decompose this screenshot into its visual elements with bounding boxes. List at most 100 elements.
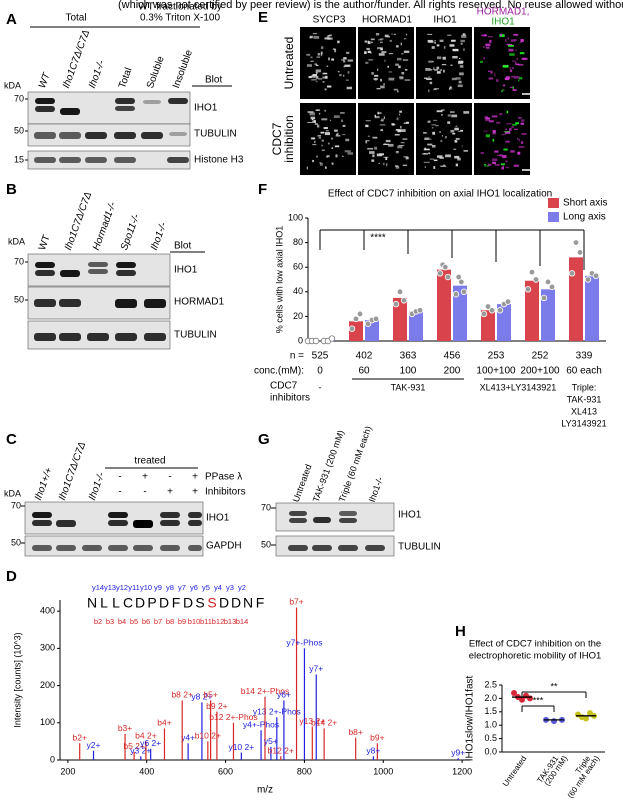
signal	[506, 123, 512, 125]
n-label: 456	[444, 351, 461, 362]
b-ion-label: b3	[106, 617, 114, 626]
signal	[436, 155, 443, 158]
signal	[383, 143, 389, 146]
column-label: HORMAD1	[362, 15, 412, 26]
signal	[394, 165, 399, 167]
b-ion-label: b2	[94, 617, 102, 626]
signal	[511, 126, 514, 129]
data-point	[484, 303, 492, 310]
signal	[334, 49, 337, 53]
marker-label: 50	[261, 539, 271, 549]
chart-title: Effect of CDC7 inhibition on the	[469, 639, 601, 650]
kda-label: kDA	[8, 236, 25, 246]
band	[338, 545, 358, 551]
peak-label: b4 2+	[135, 731, 157, 741]
signal	[452, 132, 456, 135]
band	[115, 106, 135, 111]
marker-label: 70	[14, 256, 24, 266]
signal	[312, 144, 317, 146]
signal	[394, 134, 400, 136]
band	[288, 545, 308, 551]
signal	[428, 40, 434, 44]
band	[35, 106, 55, 112]
signal	[434, 68, 438, 71]
band	[143, 100, 161, 104]
signal	[512, 60, 516, 62]
signal	[331, 58, 335, 61]
signal	[331, 137, 333, 140]
signal	[492, 161, 496, 164]
row-label: TUBULIN	[398, 542, 441, 553]
y-ion-label: y2	[238, 583, 246, 592]
band	[312, 545, 332, 551]
signal	[370, 52, 372, 54]
sign: -	[118, 472, 121, 483]
peak-label: b14 2+	[311, 718, 337, 728]
band	[56, 545, 76, 551]
signal	[444, 136, 447, 139]
signal	[370, 41, 373, 44]
row-label: Untreated	[282, 37, 296, 90]
y-ion-label: y4	[214, 583, 222, 592]
b-ion-label: b13	[224, 617, 237, 626]
peak-label: b10 2+	[195, 731, 221, 741]
band	[116, 262, 136, 268]
peak-label: b8 2+	[171, 690, 193, 700]
sign: -	[118, 487, 121, 498]
signal	[383, 83, 385, 86]
signal	[514, 62, 517, 65]
band	[85, 132, 107, 139]
signal	[400, 42, 402, 46]
y-tick-label: 80	[293, 237, 303, 247]
band	[60, 270, 80, 277]
peak-label: b7+	[289, 597, 303, 607]
signal	[487, 36, 494, 38]
signal	[380, 85, 385, 89]
signal	[384, 59, 386, 62]
signal	[376, 47, 381, 50]
y-tick-label: 100	[40, 717, 55, 727]
y-ion-label: y14	[92, 583, 104, 592]
y-tick-label: 100	[288, 212, 303, 222]
signal	[454, 127, 459, 131]
b-ion-label: b6	[142, 617, 150, 626]
sign: +	[167, 487, 173, 498]
signal	[496, 154, 502, 156]
data-point	[452, 291, 460, 298]
band	[144, 299, 166, 308]
signal	[494, 150, 499, 153]
x-tick-label: 200+100	[520, 366, 560, 377]
micrograph	[474, 27, 530, 99]
signal	[327, 35, 331, 37]
signal	[511, 76, 514, 78]
signal	[332, 48, 336, 50]
bar	[541, 289, 555, 341]
signal	[443, 69, 445, 73]
signal	[335, 154, 338, 158]
lane-label: Spo11-/-	[119, 212, 142, 252]
peptide-letter: D	[159, 595, 169, 611]
row-label: Inhibitors	[205, 487, 246, 498]
data-point	[348, 325, 356, 332]
signal	[509, 53, 515, 56]
y-ion-label: y5	[202, 583, 210, 592]
signal	[324, 166, 327, 169]
signal	[427, 143, 433, 146]
signal	[393, 88, 398, 91]
column-label: HORMAD1,	[477, 7, 530, 18]
signal	[429, 158, 435, 160]
signal	[505, 140, 510, 143]
data-point	[352, 315, 360, 323]
data-point	[551, 718, 557, 725]
signal	[393, 33, 396, 36]
signal	[504, 77, 510, 81]
signal	[315, 75, 319, 79]
signal	[389, 39, 392, 42]
band	[35, 98, 55, 104]
signal	[307, 121, 313, 123]
signal	[450, 129, 455, 133]
signal	[451, 77, 457, 81]
signal	[367, 50, 371, 54]
row-title: conc.(mM):	[254, 366, 304, 377]
signal	[512, 67, 514, 69]
